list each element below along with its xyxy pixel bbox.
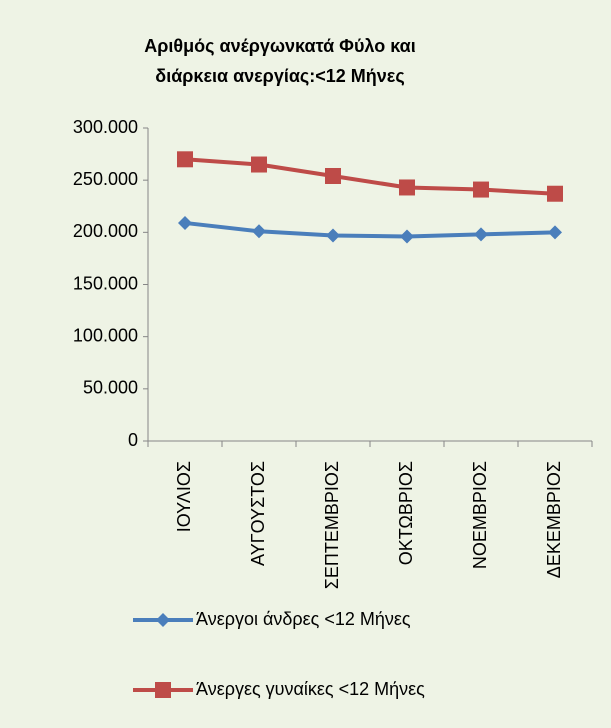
x-tick-label: ΑΥΓΟΥΣΤΟΣ xyxy=(248,461,268,566)
y-tick-label: 100.000 xyxy=(73,325,138,345)
marker xyxy=(251,156,267,173)
marker xyxy=(178,215,192,230)
legend-label: Άνεργοι άνδρες <12 Μήνες xyxy=(196,609,411,629)
marker xyxy=(547,185,563,202)
y-tick-label: 150.000 xyxy=(73,273,138,293)
marker xyxy=(400,229,414,244)
marker xyxy=(548,225,562,240)
y-tick-label: 0 xyxy=(128,430,138,450)
marker xyxy=(325,167,341,184)
x-tick-label: ΟΚΤΩΒΡΙΟΣ xyxy=(396,461,416,565)
legend-label: Άνεργες γυναίκες <12 Μήνες xyxy=(196,679,425,699)
legend-marker xyxy=(156,613,170,627)
marker xyxy=(252,224,266,239)
chart-title: διάρκεια ανεργίας:<12 Μήνες xyxy=(155,66,404,86)
marker xyxy=(177,151,193,168)
x-tick-label: ΣΕΠΤΕΜΒΡΙΟΣ xyxy=(322,461,342,589)
marker xyxy=(399,179,415,196)
legend-marker xyxy=(155,682,171,698)
chart-title: Αριθμός ανέργωνκατά Φύλο και xyxy=(144,36,415,56)
series-line xyxy=(184,157,556,196)
y-tick-label: 50.000 xyxy=(83,378,138,398)
x-tick-label: ΝΟΕΜΒΡΙΟΣ xyxy=(470,461,490,569)
marker xyxy=(474,227,488,242)
series-line xyxy=(184,220,556,239)
x-tick-label: ΙΟΥΛΙΟΣ xyxy=(174,461,194,532)
marker xyxy=(326,228,340,243)
y-tick-label: 250.000 xyxy=(73,169,138,189)
y-tick-label: 200.000 xyxy=(73,221,138,241)
x-tick-label: ΔΕΚΕΜΒΡΙΟΣ xyxy=(544,461,564,578)
y-tick-label: 300.000 xyxy=(73,117,138,137)
marker xyxy=(473,181,489,198)
